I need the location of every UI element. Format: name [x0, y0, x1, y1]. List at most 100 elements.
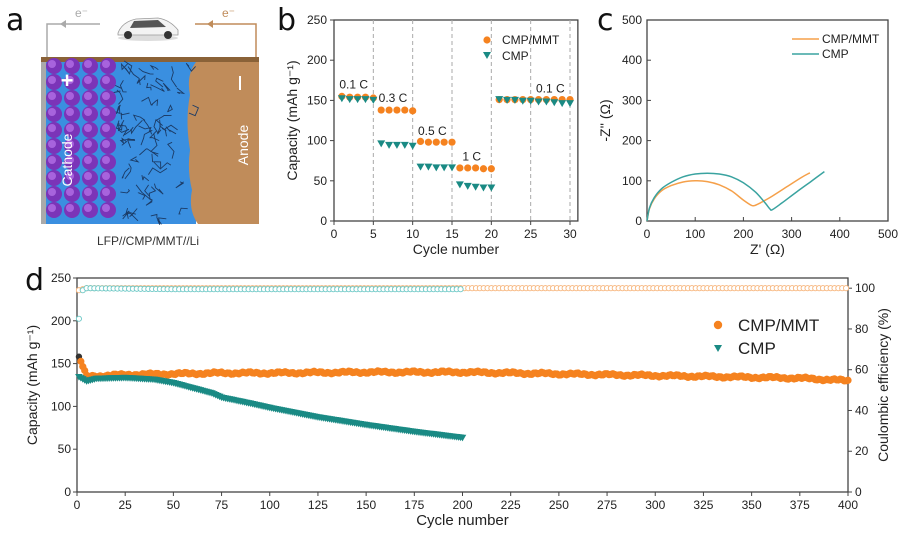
cathode-particle-highlight [48, 124, 56, 132]
chart-c-x-tick-label: 300 [782, 227, 802, 241]
chart-d-y-tick-label: 200 [51, 314, 71, 328]
crack-line [150, 84, 165, 92]
chart-b-y-tick-label: 100 [307, 134, 327, 148]
chart-b-point-cmp [361, 96, 370, 104]
chart-b-x-axis-label: Cycle number [413, 241, 500, 257]
crack-line [176, 87, 186, 95]
chart-d-x-tick-label: 100 [260, 498, 280, 512]
chart-c-y-tick-label: 100 [622, 174, 642, 188]
crack-line [167, 104, 173, 113]
crack-line [140, 129, 153, 146]
chart-d-y-tick-label: 150 [51, 357, 71, 371]
chart-b-point-cmp-mmt [448, 138, 456, 146]
cathode-particle-highlight [48, 172, 56, 180]
chart-b-point-cmp [369, 96, 378, 104]
chart-b-rate-annotation: 0.5 C [418, 124, 447, 138]
chart-d-y-axis-label: Capacity (mAh g⁻¹) [24, 325, 40, 445]
membrane-cracks [103, 60, 199, 225]
chart-b-legend-marker-cmp [483, 52, 491, 59]
cathode-particle-highlight [84, 188, 92, 196]
chart-c-legend-label-cmp-mmt: CMP/MMT [822, 32, 880, 46]
chart-b-rate-annotation: 0.1 C [536, 81, 565, 95]
crack-line [122, 210, 136, 220]
current-collector [41, 57, 259, 64]
crack-line [145, 200, 153, 206]
cathode-particle-highlight [66, 156, 74, 164]
chart-d-x-tick-label: 350 [742, 498, 762, 512]
chart-b-point-cmp [558, 100, 567, 108]
panel-d-label: d [25, 263, 44, 298]
chart-d-y-right-tick-label: 40 [855, 403, 869, 417]
electric-car-icon [117, 17, 179, 41]
chart-b-rate-annotation: 1 C [462, 150, 481, 164]
chart-d-legend-label-cmp-mmt: CMP/MMT [738, 316, 819, 335]
chart-b-point-cmp-mmt [424, 138, 432, 146]
chart-c-impedance: 0 100 200 300 400 500 0 100 200 300 400 500 Z' (Ω) -Z… [597, 13, 898, 257]
chart-b-rate-capability: 0 5 10 15 20 25 30 0 50 100 150 200 250 Cycle number C… [284, 13, 579, 257]
chart-c-plot-frame [646, 19, 889, 222]
chart-d-x-tick-label: 400 [838, 498, 858, 512]
crack-line [136, 74, 146, 84]
chart-d-x-tick-label: 275 [597, 498, 617, 512]
chart-b-point-cmp [487, 184, 496, 192]
wire-right [195, 23, 257, 57]
chart-b-point-cmp [337, 95, 346, 103]
chart-b-rate-annotation: 0.3 C [379, 91, 408, 105]
chart-b-x-tick-label: 15 [445, 227, 459, 241]
chart-b-point-cmp [377, 140, 386, 148]
cathode-particle-highlight [66, 140, 74, 148]
chart-b-point-cmp [424, 163, 433, 171]
chart-d-legend-label-cmp: CMP [738, 339, 776, 358]
crack-line [153, 161, 172, 170]
chart-c-line-cmp-mmt [646, 172, 811, 222]
crack-line [135, 184, 153, 201]
crack-line [137, 192, 146, 200]
cathode-particle-highlight [66, 92, 74, 100]
chart-b-y-tick-label: 150 [307, 93, 327, 107]
cathode-particle-highlight [102, 76, 110, 84]
cathode-particle-highlight [84, 92, 92, 100]
chart-b-x-tick-label: 5 [370, 227, 377, 241]
chart-b-point-cmp [416, 163, 425, 171]
chart-c-x-axis-label: Z' (Ω) [750, 241, 785, 257]
panel-a-label: a [6, 3, 24, 38]
chart-b-point-cmp [534, 98, 543, 106]
cathode-particle-highlight [48, 108, 56, 116]
chart-c-x-tick-label: 100 [685, 227, 705, 241]
cathode-particle-highlight [48, 204, 56, 212]
cathode-particle-highlight [102, 108, 110, 116]
chart-d-capacity-point [844, 376, 852, 384]
cathode-particle-highlight [102, 60, 110, 68]
cathode-particle-highlight [84, 60, 92, 68]
crack-line [142, 119, 153, 135]
chart-b-x-tick-label: 20 [485, 227, 499, 241]
cathode-particle-highlight [66, 124, 74, 132]
chart-b-point-cmp-mmt [409, 107, 417, 115]
chart-b-point-cmp [495, 96, 504, 104]
crack-line [125, 207, 139, 222]
chart-d-x-tick-label: 0 [74, 498, 81, 512]
cathode-particle-highlight [84, 108, 92, 116]
crack-line [150, 133, 158, 153]
chart-b-point-cmp-mmt [440, 138, 448, 146]
chart-d-x-tick-label: 175 [404, 498, 424, 512]
crack-line [152, 151, 159, 157]
crack-line [155, 115, 172, 122]
chart-d-series-cmp-capacity [75, 373, 467, 442]
crack-line [130, 119, 143, 135]
chart-d-x-tick-label: 325 [693, 498, 713, 512]
crack-line [113, 105, 121, 115]
cathode-particle-highlight [48, 188, 56, 196]
chart-d-x-tick-label: 225 [501, 498, 521, 512]
chart-d-cycling: 0 25 50 75 100 125 150 175 200 225 250 275 300 325 350… [24, 271, 891, 529]
cathode-particle-highlight [66, 172, 74, 180]
chart-c-x-tick-label: 200 [733, 227, 753, 241]
cathode-particle-highlight [66, 188, 74, 196]
crack-line [120, 189, 131, 194]
chart-b-point-cmp [510, 96, 519, 104]
chart-d-x-tick-label: 200 [452, 498, 472, 512]
chart-c-y-tick-label: 500 [622, 13, 642, 27]
chart-b-plot-frame [333, 19, 579, 222]
chart-b-x-tick-label: 0 [331, 227, 338, 241]
crack-line [120, 112, 130, 120]
